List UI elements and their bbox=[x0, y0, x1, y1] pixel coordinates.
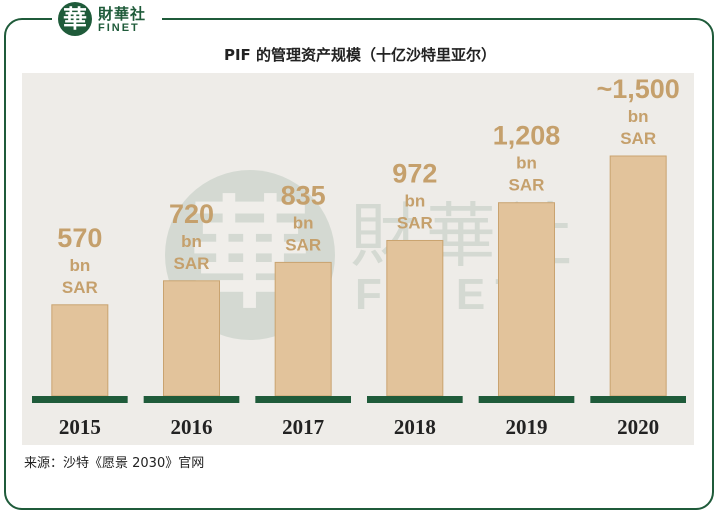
unit-label-sar-2018: SAR bbox=[397, 213, 433, 232]
logo-seal: 華 bbox=[58, 2, 92, 36]
bar-2019 bbox=[498, 202, 555, 397]
source-note: 来源：沙特《愿景 2030》官网 bbox=[24, 456, 205, 471]
unit-label-bn-2015: bn bbox=[69, 256, 90, 275]
value-label-2019: 1,208 bbox=[493, 121, 561, 151]
baseline-2018 bbox=[367, 396, 463, 403]
x-tick-2016: 2016 bbox=[171, 415, 213, 439]
plot-area bbox=[22, 73, 694, 445]
x-tick-2019: 2019 bbox=[506, 415, 548, 439]
unit-label-bn-2017: bn bbox=[293, 213, 314, 232]
value-label-2016: 720 bbox=[169, 199, 214, 229]
chart-title: PIF 的管理资产规模（十亿沙特里亚尔） bbox=[223, 46, 497, 64]
unit-label-bn-2020: bn bbox=[628, 107, 649, 126]
outer-border bbox=[4, 18, 714, 510]
unit-label-sar-2019: SAR bbox=[509, 176, 545, 195]
value-label-2017: 835 bbox=[281, 180, 326, 210]
bar-2015 bbox=[51, 304, 109, 397]
x-tick-2017: 2017 bbox=[282, 415, 324, 439]
logo-name-cn: 財華社 bbox=[98, 5, 147, 23]
x-tick-2018: 2018 bbox=[394, 415, 436, 439]
unit-label-sar-2016: SAR bbox=[174, 254, 210, 273]
baseline-2020 bbox=[590, 396, 686, 403]
unit-label-sar-2015: SAR bbox=[62, 278, 98, 297]
baseline-2019 bbox=[478, 396, 575, 403]
baseline-2015 bbox=[32, 396, 128, 403]
x-tick-2015: 2015 bbox=[59, 415, 101, 439]
value-label-2018: 972 bbox=[392, 158, 437, 188]
unit-label-bn-2016: bn bbox=[181, 232, 202, 251]
value-label-2015: 570 bbox=[57, 223, 102, 253]
finet-logo: 華 財華社 FINET bbox=[52, 0, 162, 40]
logo-name-en: FINET bbox=[98, 22, 140, 34]
bar-2017 bbox=[274, 261, 332, 397]
baseline-2017 bbox=[255, 396, 351, 403]
x-tick-2020: 2020 bbox=[617, 415, 659, 439]
value-label-2020: ~1,500 bbox=[596, 74, 679, 104]
unit-label-bn-2018: bn bbox=[404, 191, 425, 210]
bar-2016 bbox=[163, 280, 220, 397]
bar-2018 bbox=[386, 239, 444, 397]
bar-2020 bbox=[609, 155, 667, 397]
baseline-2016 bbox=[143, 396, 240, 403]
unit-label-sar-2017: SAR bbox=[285, 235, 321, 254]
unit-label-sar-2020: SAR bbox=[620, 129, 656, 148]
unit-label-bn-2019: bn bbox=[516, 154, 537, 173]
